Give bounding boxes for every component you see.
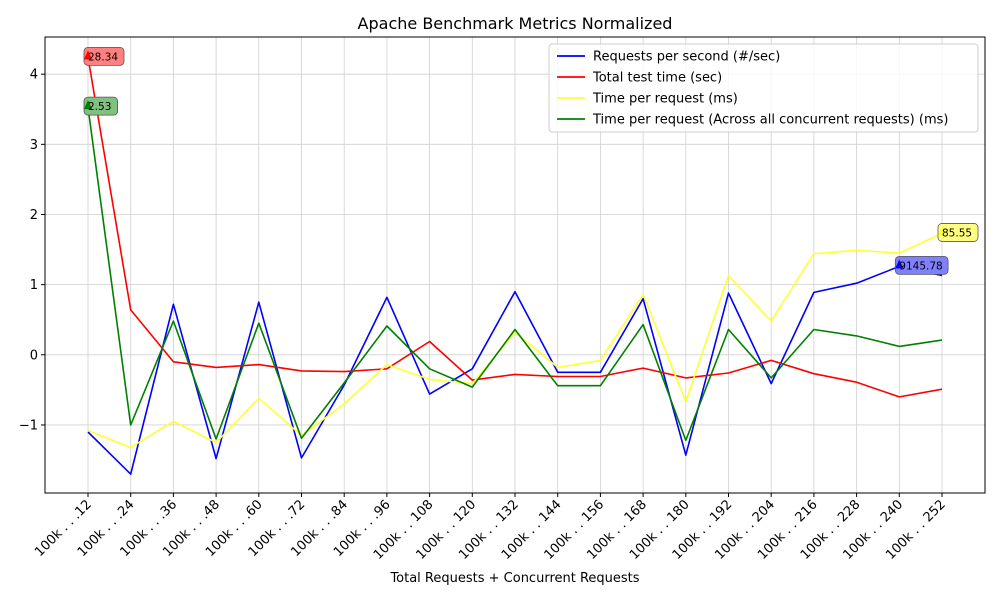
annotation: 2.53 (83, 96, 118, 116)
y-tick-label: 0 (30, 348, 38, 363)
legend-frame (548, 43, 979, 133)
series-line-3 (87, 107, 943, 442)
grid-layer (45, 37, 985, 493)
annotation-label: 2.53 (88, 101, 111, 113)
annotation-label: 9145.78 (899, 260, 942, 272)
legend-label-3: Time per request (Across all concurrent … (592, 113, 948, 128)
y-tick-label: 4 (30, 68, 38, 83)
y-tick-label: −1 (19, 418, 38, 433)
legend: Requests per second (#/sec) Total test ti… (548, 43, 979, 133)
legend-label-0: Requests per second (#/sec) (593, 50, 780, 65)
chart-title: Apache Benchmark Metrics Normalized (358, 14, 673, 33)
annotation-layer: 28.34 2.53 85.55 9145.78 (83, 46, 979, 275)
annotation-arrow (938, 226, 946, 236)
annotation-box (937, 223, 979, 242)
series-layer (87, 57, 943, 475)
y-tick-label: 1 (30, 278, 38, 293)
annotation-arrow (84, 50, 92, 60)
annotation: 9145.78 (894, 256, 949, 275)
annotation-arrow (895, 259, 904, 269)
annotation: 85.55 (937, 223, 979, 242)
series-line-2 (87, 232, 943, 449)
annotation-box (83, 46, 125, 66)
series-line-0 (87, 265, 943, 475)
annotation: 28.34 (83, 46, 125, 66)
series-line-1 (87, 57, 943, 398)
y-tick-label: 2 (30, 208, 38, 223)
annotation-box (894, 256, 949, 275)
annotation-arrow (84, 100, 92, 110)
x-axis-title: Total Requests + Concurrent Requests (389, 571, 639, 586)
annotation-box (83, 96, 118, 116)
y-tick-label: 3 (30, 138, 38, 153)
annotation-label: 85.55 (942, 227, 972, 239)
legend-label-1: Total test time (sec) (592, 71, 722, 86)
annotation-label: 28.34 (88, 51, 118, 63)
legend-label-2: Time per request (ms) (592, 92, 738, 107)
